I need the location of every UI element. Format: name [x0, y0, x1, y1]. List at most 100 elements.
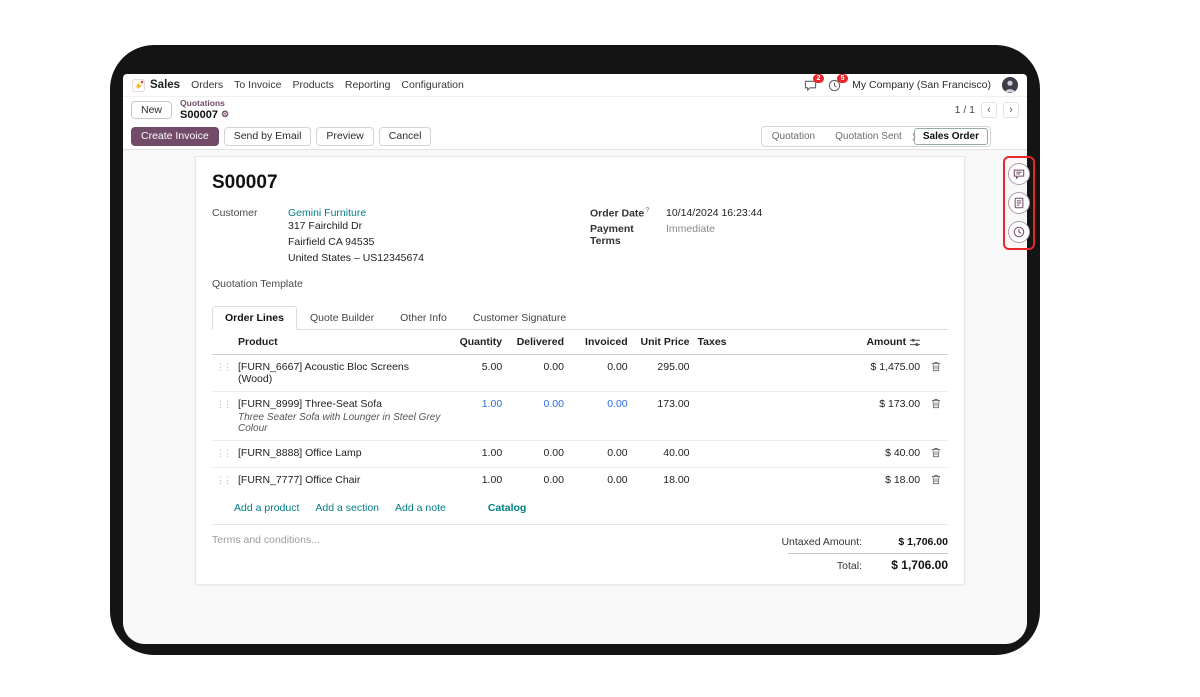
tab-customer-signature[interactable]: Customer Signature [472, 312, 567, 325]
line-delivered[interactable]: 0.00 [543, 398, 564, 411]
terms-and-conditions-field[interactable]: Terms and conditions... [212, 534, 320, 547]
tab-quote-builder[interactable]: Quote Builder [309, 312, 375, 325]
device-frame: Sales Orders To Invoice Products Reporti… [110, 45, 1040, 655]
line-quantity[interactable]: 1.00 [481, 447, 503, 460]
line-product-name[interactable]: [FURN_6667] Acoustic Bloc Screens (Wood) [238, 361, 409, 386]
line-amount: $ 18.00 [885, 474, 921, 487]
drag-handle-icon[interactable]: ⋮⋮ [216, 362, 232, 373]
app-name: Sales [150, 79, 181, 91]
drag-handle-icon[interactable]: ⋮⋮ [216, 475, 232, 486]
pager-previous-button[interactable]: ‹ [981, 102, 997, 118]
line-unit-price[interactable]: 173.00 [657, 398, 690, 411]
pager-counter: 1 / 1 [954, 104, 975, 116]
new-button[interactable]: New [131, 101, 173, 119]
odoo-window: Sales Orders To Invoice Products Reporti… [123, 74, 1027, 644]
line-invoiced[interactable]: 0.00 [607, 474, 628, 487]
menu-reporting[interactable]: Reporting [344, 79, 391, 91]
delete-line-icon[interactable] [931, 398, 941, 409]
col-quantity[interactable]: Quantity [448, 330, 507, 356]
line-quantity[interactable]: 5.00 [481, 361, 503, 374]
add-a-note-link[interactable]: Add a note [395, 502, 446, 515]
chatter-log-note-icon[interactable] [1008, 192, 1030, 214]
add-a-section-link[interactable]: Add a section [315, 502, 380, 515]
tab-other-info[interactable]: Other Info [400, 312, 447, 325]
create-invoice-button[interactable]: Create Invoice [131, 126, 219, 146]
drag-handle-icon[interactable]: ⋮⋮ [216, 448, 232, 459]
payment-terms-value[interactable]: Immediate [666, 222, 716, 235]
line-quantity[interactable]: 1.00 [481, 398, 503, 411]
drag-handle-icon[interactable]: ⋮⋮ [216, 399, 232, 410]
chatter-message-icon[interactable] [1008, 163, 1030, 185]
customer-address-line3: United States – US12345674 [288, 251, 425, 264]
customer-link[interactable]: Gemini Furniture [288, 207, 367, 219]
col-taxes[interactable]: Taxes [693, 330, 833, 356]
preview-button[interactable]: Preview [316, 126, 374, 146]
delete-line-icon[interactable] [931, 447, 941, 458]
tab-order-lines[interactable]: Order Lines [212, 306, 297, 331]
order-title: S00007 [212, 172, 278, 193]
line-delivered[interactable]: 0.00 [543, 447, 564, 460]
line-delivered[interactable]: 0.00 [543, 474, 564, 487]
messages-icon[interactable]: 2 [804, 74, 825, 92]
status-quotation[interactable]: Quotation [771, 130, 816, 142]
menu-products[interactable]: Products [292, 79, 334, 91]
column-options-icon[interactable] [910, 338, 921, 347]
sales-order-sheet: S00007 Customer Gemini Furniture 317 Fai… [195, 156, 965, 586]
order-date-value[interactable]: 10/14/2024 16:23:44 [666, 207, 763, 219]
chatter-buttons-highlight [1003, 156, 1035, 250]
menu-orders[interactable]: Orders [191, 79, 224, 91]
messages-badge: 2 [813, 74, 825, 83]
header-fields: Customer Gemini Furniture 317 Fairchild … [212, 207, 948, 290]
add-a-product-link[interactable]: Add a product [234, 502, 300, 515]
menu-configuration[interactable]: Configuration [401, 79, 464, 91]
breadcrumb-quotations[interactable]: Quotations [180, 98, 225, 109]
activity-clock-icon[interactable]: 5 [828, 74, 849, 92]
cancel-button[interactable]: Cancel [378, 126, 432, 146]
table-header-row: Product Quantity Delivered Invoiced Unit… [212, 330, 948, 356]
top-navbar: Sales Orders To Invoice Products Reporti… [123, 74, 1027, 97]
order-line-row[interactable]: ⋮⋮ [FURN_6667] Acoustic Bloc Screens (Wo… [212, 355, 948, 392]
order-line-row[interactable]: ⋮⋮ [FURN_8999] Three-Seat Sofa Three Sea… [212, 391, 948, 441]
line-invoiced[interactable]: 0.00 [607, 361, 628, 374]
line-unit-price[interactable]: 295.00 [657, 361, 690, 374]
line-unit-price[interactable]: 18.00 [663, 474, 690, 487]
line-product-name[interactable]: [FURN_8999] Three-Seat Sofa [238, 398, 382, 411]
order-line-row[interactable]: ⋮⋮ [FURN_8888] Office Lamp 1.00 0.00 0.0… [212, 440, 948, 468]
control-panel: New Quotations S00007 ⚙ 1 / 1 ‹ › [123, 97, 1027, 123]
gear-icon[interactable]: ⚙ [220, 108, 230, 119]
order-line-row[interactable]: ⋮⋮ [FURN_7777] Office Chair 1.00 0.00 0.… [212, 467, 948, 495]
col-invoiced[interactable]: Invoiced [567, 330, 632, 356]
company-switcher[interactable]: My Company (San Francisco) [852, 79, 991, 91]
col-amount[interactable]: Amount [832, 330, 925, 356]
col-unit-price[interactable]: Unit Price [631, 330, 694, 356]
line-quantity[interactable]: 1.00 [481, 474, 503, 487]
totals-block: Untaxed Amount: $ 1,706.00 Total: $ 1,70… [758, 534, 948, 574]
line-invoiced[interactable]: 0.00 [607, 398, 628, 411]
pager-next-button[interactable]: › [1003, 102, 1019, 118]
status-quotation-sent[interactable]: Quotation Sent [835, 130, 902, 142]
sales-app-home[interactable]: Sales [132, 78, 181, 92]
send-by-email-button[interactable]: Send by Email [223, 126, 312, 146]
line-invoiced[interactable]: 0.00 [607, 447, 628, 460]
delete-line-icon[interactable] [931, 474, 941, 485]
chatter-activity-icon[interactable] [1008, 221, 1030, 243]
quotation-template-label: Quotation Template [212, 278, 303, 291]
line-delivered[interactable]: 0.00 [543, 361, 564, 374]
col-delivered[interactable]: Delivered [506, 330, 568, 356]
col-product[interactable]: Product [234, 330, 449, 356]
action-bar: Create Invoice Send by Email Preview Can… [123, 123, 1027, 150]
menu-to-invoice[interactable]: To Invoice [234, 79, 282, 91]
catalog-link[interactable]: Catalog [487, 502, 527, 515]
order-lines-table: Product Quantity Delivered Invoiced Unit… [212, 330, 948, 495]
line-unit-price[interactable]: 40.00 [663, 447, 690, 460]
status-sales-order[interactable]: Sales Order [913, 127, 988, 145]
help-icon[interactable]: ? [645, 207, 650, 214]
delete-line-icon[interactable] [931, 361, 941, 372]
line-product-name[interactable]: [FURN_7777] Office Chair [238, 474, 361, 487]
line-amount: $ 1,475.00 [870, 361, 921, 374]
notebook-tabs: Order Lines Quote Builder Other Info Cus… [212, 306, 948, 331]
line-description[interactable]: Three Seater Sofa with Lounger in Steel … [238, 412, 441, 435]
line-product-name[interactable]: [FURN_8888] Office Lamp [238, 447, 362, 460]
user-avatar[interactable] [1002, 77, 1018, 93]
customer-address-line1: 317 Fairchild Dr [288, 220, 363, 232]
